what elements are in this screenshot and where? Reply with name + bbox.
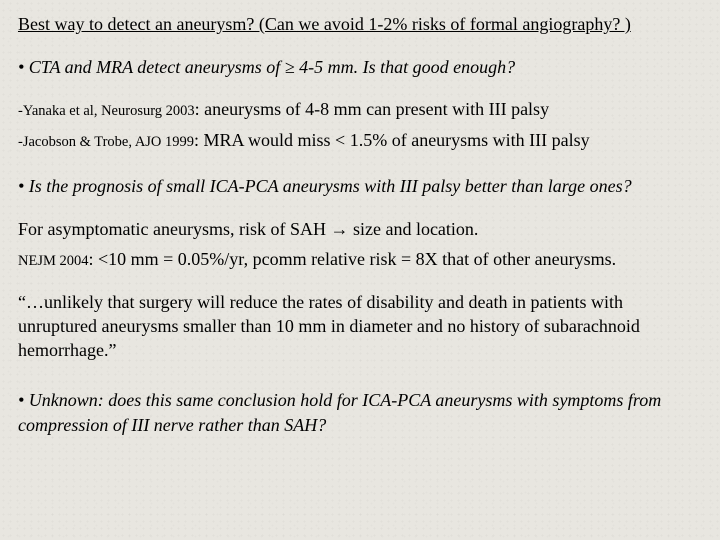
ref1-text: : aneurysms of 4-8 mm can present with I… [195,99,549,119]
ref3-citation: NEJM 2004 [18,253,89,269]
bullet-2: • Is the prognosis of small ICA-PCA aneu… [18,174,702,198]
slide-title: Best way to detect an aneurysm? (Can we … [18,14,702,35]
ref3-text: : <10 mm = 0.05%/yr, pcomm relative risk… [89,249,617,269]
reference-line-2: -Jacobson & Trobe, AJO 1999: MRA would m… [18,128,702,153]
bullet-3: • Unknown: does this same conclusion hol… [18,388,702,437]
reference-line-1: -Yanaka et al, Neurosurg 2003: aneurysms… [18,97,702,122]
reference-line-3: NEJM 2004: <10 mm = 0.05%/yr, pcomm rela… [18,247,702,272]
bullet-1: • CTA and MRA detect aneurysms of ≥ 4-5 … [18,55,702,79]
ref2-citation: -Jacobson & Trobe, AJO 1999 [18,134,194,150]
paragraph-1: For asymptomatic aneurysms, risk of SAH … [18,217,702,241]
ref2-text: : MRA would miss < 1.5% of aneurysms wit… [194,130,590,150]
quote-paragraph: “…unlikely that surgery will reduce the … [18,290,702,363]
ref1-citation: -Yanaka et al, Neurosurg 2003 [18,103,195,119]
